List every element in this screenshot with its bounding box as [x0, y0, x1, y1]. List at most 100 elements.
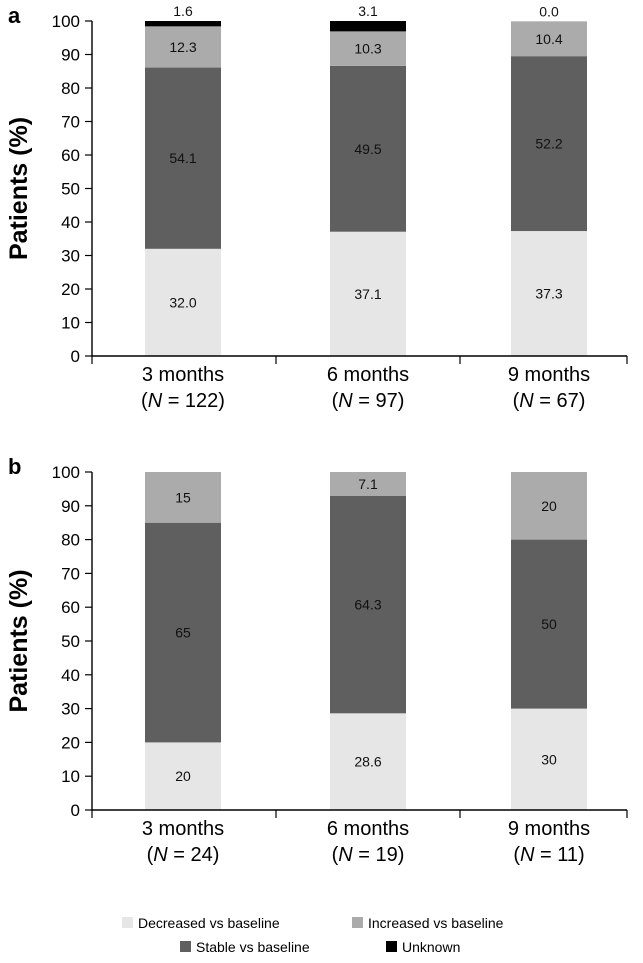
- bar-segment-decreased: [330, 231, 406, 356]
- bar-segment-decreased: [145, 248, 221, 356]
- bar-segment-unknown: [330, 21, 406, 32]
- x-tick-sample-size: (N = 24): [147, 844, 220, 866]
- y-tick-label: 30: [61, 700, 80, 719]
- bar-segment-increased: [511, 21, 587, 57]
- data-label-decreased: 32.0: [169, 294, 196, 310]
- bar-segment-increased: [330, 472, 406, 496]
- legend-swatch-increased: [352, 917, 363, 928]
- y-tick-label: 0: [71, 347, 80, 366]
- data-label-increased: 12.3: [169, 39, 196, 55]
- chart-panel-a: a Patients (%) 32.0 54.1 12.3 1.6 37.1 49.5 10.3…: [5, 3, 628, 412]
- n-prefix: (: [141, 390, 148, 412]
- legend-label-decreased: Decreased vs baseline: [138, 915, 280, 931]
- n-prefix: (: [332, 390, 339, 412]
- chart-panel-b: b Patients (%) 20 65 15 28.6 64.3 7.1 30 50 20 0 10 2…: [5, 454, 628, 866]
- legend-label-increased: Increased vs baseline: [368, 915, 504, 931]
- y-tick-label: 90: [61, 46, 80, 65]
- bar-segment-decreased: [145, 742, 221, 810]
- bar-segment-stable: [145, 522, 221, 743]
- data-label-stable: 64.3: [354, 597, 381, 613]
- bar-segment-stable: [330, 495, 406, 714]
- bar-segment-increased: [145, 26, 221, 68]
- y-tick-label: 10: [61, 767, 80, 786]
- data-label-increased: 15: [175, 489, 191, 505]
- legend-swatch-stable: [180, 941, 191, 952]
- legend: Decreased vs baseline Increased vs baseli…: [122, 915, 504, 955]
- x-tick-sample-size: (N = 122): [141, 390, 225, 412]
- data-label-increased: 10.4: [535, 31, 562, 47]
- n-suffix: = 19): [353, 844, 405, 866]
- bar-segment-stable: [330, 65, 406, 232]
- legend-swatch-unknown: [386, 941, 397, 952]
- data-label-unknown: 0.0: [539, 3, 559, 19]
- bar-segment-stable: [511, 539, 587, 709]
- y-tick-label: 90: [61, 497, 80, 516]
- data-label-unknown: 1.6: [173, 3, 193, 19]
- n-prefix: (: [513, 390, 520, 412]
- n-letter: N: [519, 390, 534, 412]
- legend-label-stable: Stable vs baseline: [196, 939, 310, 955]
- panel-label: a: [8, 3, 21, 28]
- panel-label: b: [8, 454, 21, 479]
- y-tick-label: 0: [71, 801, 80, 820]
- x-tick-sample-size: (N = 67): [513, 390, 586, 412]
- x-tick-label: 9 months: [508, 818, 590, 840]
- y-tick-label: 40: [61, 213, 80, 232]
- x-tick-label: 6 months: [327, 364, 409, 386]
- n-prefix: (: [513, 844, 520, 866]
- n-letter: N: [338, 844, 353, 866]
- y-axis-label: Patients (%): [5, 117, 33, 260]
- x-tick-sample-size: (N = 11): [513, 844, 584, 866]
- n-prefix: (: [332, 844, 339, 866]
- data-label-increased: 10.3: [354, 41, 381, 57]
- n-letter: N: [520, 844, 535, 866]
- y-tick-label: 100: [52, 12, 80, 31]
- x-tick-label: 9 months: [508, 364, 590, 386]
- y-tick-label: 50: [61, 180, 80, 199]
- data-label-stable: 54.1: [169, 150, 196, 166]
- bar-segment-unknown: [145, 21, 221, 27]
- n-suffix: = 97): [353, 390, 405, 412]
- y-tick-label: 60: [61, 598, 80, 617]
- n-letter: N: [338, 390, 353, 412]
- data-label-decreased: 20: [175, 768, 191, 784]
- bar-segment-stable: [511, 56, 587, 232]
- data-label-increased: 20: [541, 498, 557, 514]
- legend-label-unknown: Unknown: [402, 939, 460, 955]
- data-label-stable: 65: [175, 625, 191, 641]
- x-tick-label: 3 months: [142, 818, 224, 840]
- bar-segment-increased: [145, 472, 221, 523]
- data-label-increased: 7.1: [358, 476, 378, 492]
- y-tick-label: 70: [61, 564, 80, 583]
- n-suffix: = 11): [534, 844, 584, 866]
- data-label-stable: 49.5: [354, 141, 381, 157]
- data-label-unknown: 3.1: [358, 3, 378, 19]
- x-tick-sample-size: (N = 97): [332, 390, 405, 412]
- n-suffix: = 24): [168, 844, 220, 866]
- y-tick-label: 10: [61, 314, 80, 333]
- n-suffix: = 67): [534, 390, 586, 412]
- y-tick-label: 20: [61, 733, 80, 752]
- y-tick-label: 50: [61, 632, 80, 651]
- data-label-decreased: 37.3: [535, 286, 562, 302]
- y-tick-label: 30: [61, 247, 80, 266]
- y-axis-label: Patients (%): [5, 569, 33, 712]
- bar-segment-decreased: [330, 713, 406, 810]
- y-tick-label: 60: [61, 146, 80, 165]
- legend-swatch-decreased: [122, 917, 133, 928]
- data-label-decreased: 28.6: [354, 754, 381, 770]
- y-tick-label: 40: [61, 666, 80, 685]
- y-tick-label: 70: [61, 113, 80, 132]
- bar-segment-increased: [511, 472, 587, 540]
- n-prefix: (: [147, 844, 154, 866]
- n-letter: N: [153, 844, 168, 866]
- y-tick-label: 100: [52, 463, 80, 482]
- x-tick-sample-size: (N = 19): [332, 844, 405, 866]
- y-tick-label: 20: [61, 280, 80, 299]
- x-tick-label: 3 months: [142, 364, 224, 386]
- y-tick-label: 80: [61, 531, 80, 550]
- data-label-stable: 50: [541, 616, 557, 632]
- x-tick-label: 6 months: [327, 818, 409, 840]
- bar-segment-increased: [330, 31, 406, 66]
